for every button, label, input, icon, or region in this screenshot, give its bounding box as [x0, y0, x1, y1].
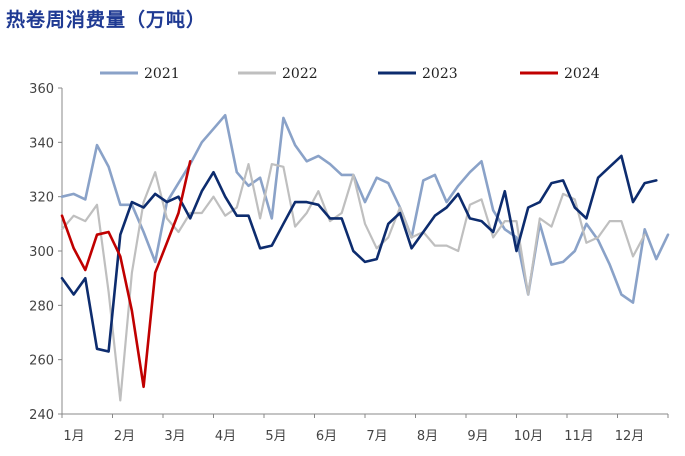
- chart-title: 热卷周消费量（万吨）: [6, 9, 207, 31]
- series-line-2021: [60, 113, 670, 304]
- legend: 2021 2022 2023 2024: [100, 66, 600, 82]
- x-tick-label: 5月: [265, 429, 286, 444]
- x-tick-label: 3月: [164, 429, 185, 444]
- y-tick-label: 260: [29, 354, 54, 369]
- legend-label-2022: 2022: [282, 66, 318, 82]
- x-tick-label: 9月: [467, 429, 488, 444]
- y-tick-label: 280: [29, 299, 54, 314]
- legend-label-2024: 2024: [564, 66, 600, 82]
- x-tick-label: 4月: [215, 429, 236, 444]
- axes: 240 260 280 300 320 340 360 1月 2月 3月 4月 5月 6月 7月 8月 9月 1…: [29, 82, 669, 444]
- x-tick-label: 10月: [514, 429, 544, 444]
- series-line-2023: [60, 154, 658, 353]
- series-line-2024: [60, 160, 192, 389]
- x-tick-label: 12月: [615, 429, 645, 444]
- series-layer: [60, 113, 670, 402]
- legend-label-2021: 2021: [144, 66, 180, 82]
- x-tick-label: 6月: [316, 429, 337, 444]
- x-tick-label: 8月: [417, 429, 438, 444]
- legend-label-2023: 2023: [422, 66, 458, 82]
- x-tick-label: 11月: [564, 429, 594, 444]
- y-tick-label: 360: [29, 82, 54, 97]
- x-tick-label: 1月: [63, 429, 84, 444]
- y-tick-label: 340: [29, 136, 54, 151]
- x-tick-label: 7月: [366, 429, 387, 444]
- y-tick-label: 240: [29, 408, 54, 423]
- x-tick-label: 2月: [114, 429, 135, 444]
- series-line-2022: [60, 163, 646, 402]
- y-tick-label: 300: [29, 245, 54, 260]
- y-tick-label: 320: [29, 191, 54, 206]
